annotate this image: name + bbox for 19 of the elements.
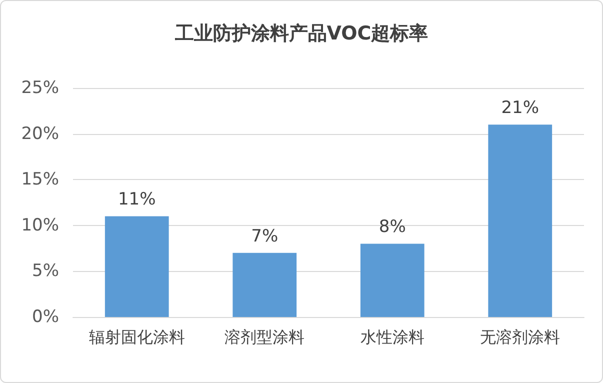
y-tick-label: 0% (32, 307, 59, 327)
data-label: 21% (501, 98, 540, 118)
bar (488, 124, 552, 317)
x-tick-label: 水性涂料 (360, 328, 424, 346)
x-tick-label: 辐射固化涂料 (88, 328, 185, 346)
bar (232, 252, 297, 317)
bar (360, 244, 424, 317)
bar (104, 216, 169, 317)
x-tick-label: 无溶剂涂料 (480, 328, 560, 346)
data-label: 11% (118, 190, 156, 210)
y-tick-label: 15% (21, 170, 59, 190)
x-tick-label: 溶剂型涂料 (224, 328, 305, 346)
data-label: 8% (378, 217, 406, 238)
y-tick-label: 20% (21, 124, 59, 144)
chart-title: 工业防护涂料产品VOC超标率 (174, 22, 428, 44)
y-tick-label: 5% (32, 261, 59, 282)
data-label: 7% (251, 226, 278, 246)
y-tick-label: 25% (21, 78, 59, 98)
y-tick-label: 10% (21, 215, 59, 236)
